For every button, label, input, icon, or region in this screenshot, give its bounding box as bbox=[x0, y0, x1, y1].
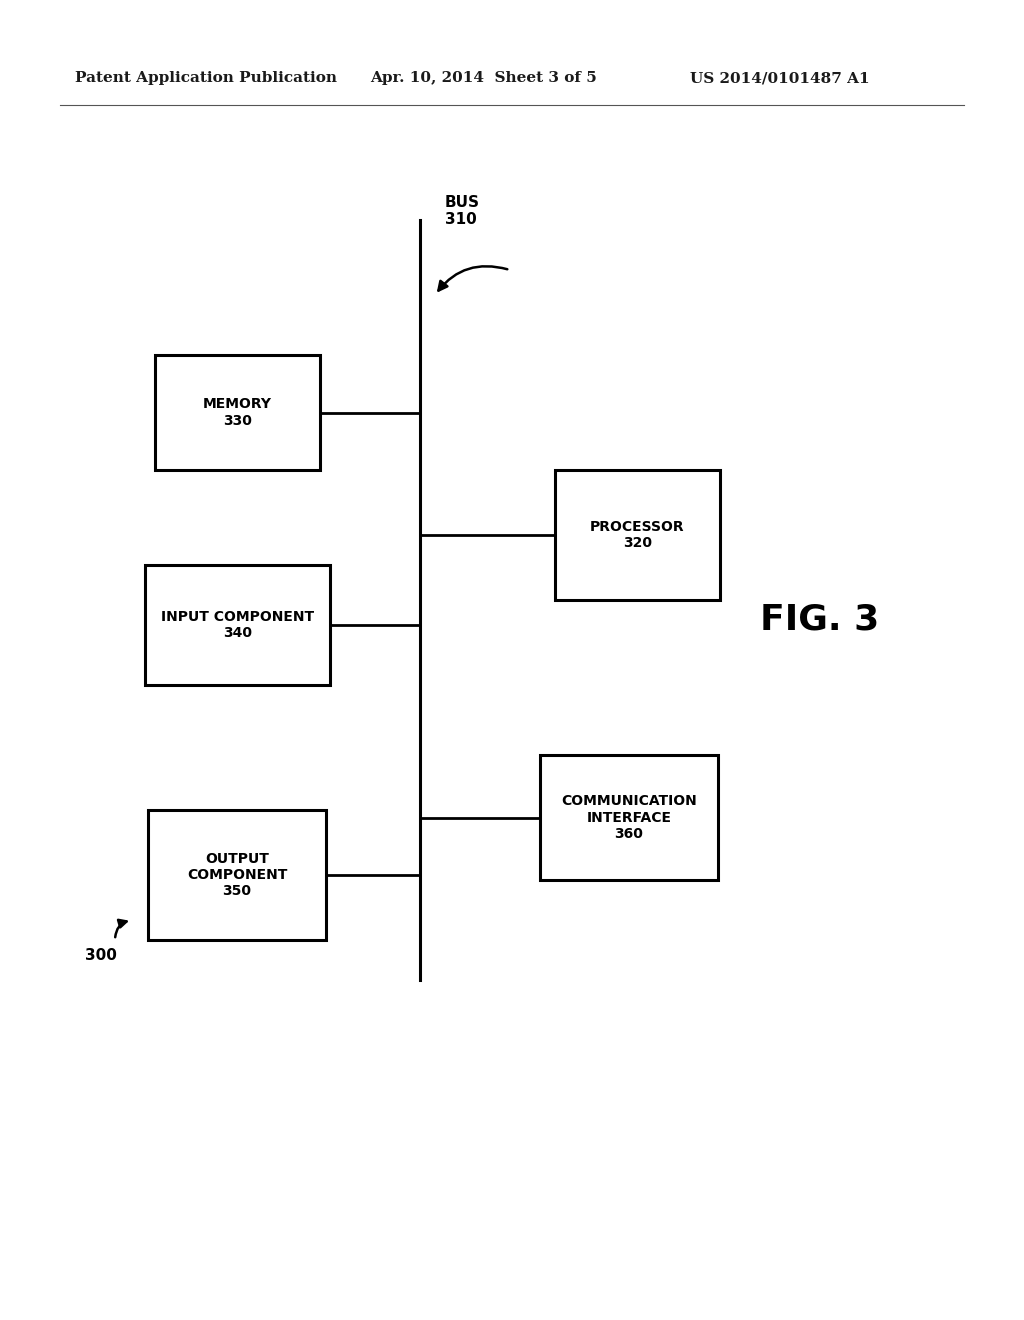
Text: Patent Application Publication: Patent Application Publication bbox=[75, 71, 337, 84]
Text: INPUT COMPONENT
340: INPUT COMPONENT 340 bbox=[161, 610, 314, 640]
Bar bbox=[148, 810, 326, 940]
Text: MEMORY
330: MEMORY 330 bbox=[203, 397, 272, 428]
Text: FIG. 3: FIG. 3 bbox=[760, 603, 880, 638]
Text: BUS
310: BUS 310 bbox=[445, 195, 480, 227]
Text: COMMUNICATION
INTERFACE
360: COMMUNICATION INTERFACE 360 bbox=[561, 795, 697, 841]
Text: US 2014/0101487 A1: US 2014/0101487 A1 bbox=[690, 71, 869, 84]
Text: 300: 300 bbox=[85, 948, 117, 962]
Bar bbox=[145, 565, 330, 685]
Bar bbox=[540, 755, 718, 880]
Text: Apr. 10, 2014  Sheet 3 of 5: Apr. 10, 2014 Sheet 3 of 5 bbox=[370, 71, 597, 84]
Bar bbox=[155, 355, 319, 470]
Bar bbox=[555, 470, 720, 601]
Text: OUTPUT
COMPONENT
350: OUTPUT COMPONENT 350 bbox=[186, 851, 287, 898]
Text: PROCESSOR
320: PROCESSOR 320 bbox=[590, 520, 685, 550]
